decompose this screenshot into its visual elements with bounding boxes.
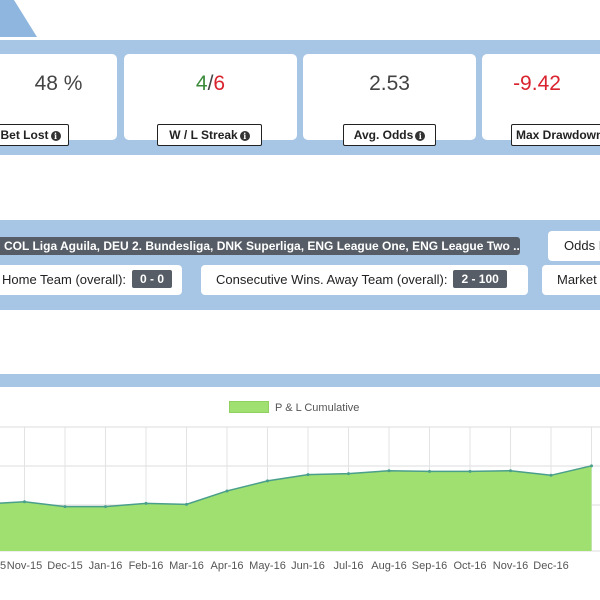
data-point[interactable]: [549, 473, 553, 477]
filters-panel: COL Liga Aguila, DEU 2. Bundesliga, DNK …: [0, 220, 600, 310]
stat-value-bet-lost: 48 %: [34, 72, 83, 95]
pl-area: [0, 465, 592, 551]
home-team-filter-label: Home Team (overall):: [2, 272, 127, 287]
legend-swatch: [229, 401, 269, 413]
x-tick-label: Aug-16: [371, 560, 406, 572]
data-point[interactable]: [266, 479, 269, 483]
x-tick-label: Nov-15: [7, 560, 42, 572]
x-tick-label: Jun-16: [291, 560, 325, 572]
data-point[interactable]: [590, 464, 593, 468]
stat-card-avg-odds: 2.53 Avg. Odds i: [303, 54, 476, 146]
x-tick-label: Mar-16: [169, 560, 204, 572]
data-point[interactable]: [306, 473, 310, 477]
stat-label-avg-odds[interactable]: Avg. Odds i: [343, 124, 436, 146]
x-tick-label: May-16: [249, 560, 286, 572]
stat-value-avg-odds: 2.53: [369, 72, 410, 95]
home-team-filter[interactable]: Home Team (overall): 0 - 0: [0, 265, 182, 295]
x-tick-label: Apr-16: [210, 560, 243, 572]
data-point[interactable]: [63, 505, 67, 509]
data-point[interactable]: [225, 489, 229, 493]
data-point[interactable]: [428, 469, 431, 473]
stat-label-wl-streak[interactable]: W / L Streak i: [157, 124, 262, 146]
info-icon[interactable]: i: [239, 131, 250, 141]
info-icon[interactable]: i: [50, 131, 61, 141]
market-filter[interactable]: Market: [542, 265, 600, 295]
data-point[interactable]: [144, 501, 148, 505]
away-team-filter-value: 2 - 100: [453, 270, 507, 288]
odds-filter[interactable]: Odds I: [548, 231, 600, 261]
x-tick-label: Sep-16: [412, 560, 447, 572]
data-point[interactable]: [23, 500, 26, 504]
x-tick-label: 5: [0, 560, 6, 572]
x-tick-label: Jan-16: [89, 560, 123, 572]
away-team-filter[interactable]: Consecutive Wins. Away Team (overall): 2 …: [201, 265, 528, 295]
data-point[interactable]: [185, 502, 188, 506]
chart-panel: 5 Nov-15 Dec-15 Jan-16 Feb-16 Mar-16 Apr-16 May…: [0, 374, 600, 600]
legend-label: P & L Cumulative: [275, 402, 360, 414]
data-point[interactable]: [104, 505, 107, 509]
info-icon[interactable]: i: [415, 131, 426, 141]
pl-chart-card: 5 Nov-15 Dec-15 Jan-16 Feb-16 Mar-16 Apr-16 May…: [0, 387, 600, 600]
header-tab-corner: [0, 0, 37, 37]
x-tick-label: Dec-15: [47, 560, 82, 572]
stat-label-max-drawdown[interactable]: Max Drawdown: [511, 124, 600, 146]
away-team-filter-label: Consecutive Wins. Away Team (overall):: [216, 272, 448, 287]
pl-line: [0, 465, 592, 508]
data-point[interactable]: [468, 469, 472, 473]
stat-value-max-drawdown: -9.42: [513, 72, 561, 95]
stat-card-max-drawdown: -9.42 Max Drawdown: [482, 54, 600, 146]
data-point[interactable]: [509, 469, 512, 473]
stat-card-wl-streak: 4/6 W / L Streak i: [124, 54, 297, 146]
stat-value-wl-streak: 4/6: [195, 72, 226, 95]
x-tick-label: Oct-16: [453, 560, 486, 572]
x-tick-label: Feb-16: [129, 560, 164, 572]
data-point[interactable]: [387, 469, 391, 473]
chart-legend[interactable]: P & L Cumulative: [229, 401, 359, 415]
x-tick-label: Nov-16: [493, 560, 528, 572]
leagues-filter-badge[interactable]: COL Liga Aguila, DEU 2. Bundesliga, DNK …: [0, 237, 520, 255]
x-tick-label: Dec-16: [533, 560, 568, 572]
x-tick-label: Jul-16: [334, 560, 364, 572]
data-point[interactable]: [347, 472, 350, 476]
pl-cumulative-chart: 5 Nov-15 Dec-15 Jan-16 Feb-16 Mar-16 Apr-16 May…: [0, 426, 600, 572]
home-team-filter-value: 0 - 0: [132, 270, 173, 288]
